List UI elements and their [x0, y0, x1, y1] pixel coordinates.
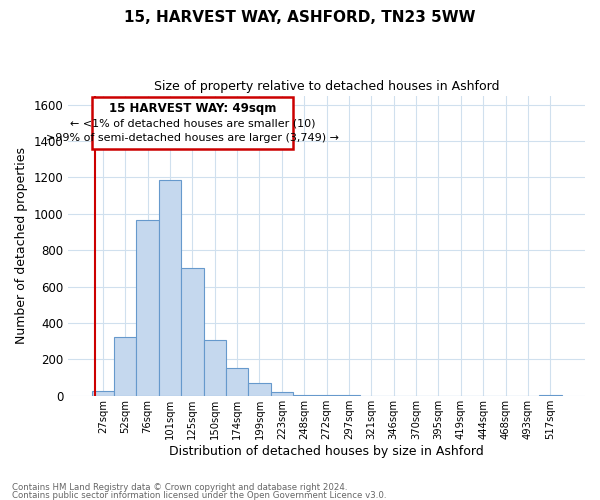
Bar — [203, 340, 226, 396]
Bar — [316, 395, 338, 396]
Text: 15, HARVEST WAY, ASHFORD, TN23 5WW: 15, HARVEST WAY, ASHFORD, TN23 5WW — [124, 10, 476, 25]
Text: Contains HM Land Registry data © Crown copyright and database right 2024.: Contains HM Land Registry data © Crown c… — [12, 484, 347, 492]
Bar — [293, 395, 316, 396]
Bar — [181, 268, 203, 396]
Text: 15 HARVEST WAY: 49sqm: 15 HARVEST WAY: 49sqm — [109, 102, 276, 116]
Bar — [159, 180, 181, 396]
Text: Contains public sector information licensed under the Open Government Licence v3: Contains public sector information licen… — [12, 490, 386, 500]
X-axis label: Distribution of detached houses by size in Ashford: Distribution of detached houses by size … — [169, 444, 484, 458]
Bar — [271, 392, 293, 396]
Bar — [136, 220, 159, 396]
Y-axis label: Number of detached properties: Number of detached properties — [15, 147, 28, 344]
Bar — [248, 383, 271, 396]
Bar — [226, 368, 248, 396]
Title: Size of property relative to detached houses in Ashford: Size of property relative to detached ho… — [154, 80, 499, 93]
Bar — [92, 391, 114, 396]
Bar — [92, 98, 293, 149]
Text: ← <1% of detached houses are smaller (10): ← <1% of detached houses are smaller (10… — [70, 118, 315, 128]
Bar — [539, 395, 562, 396]
Text: >99% of semi-detached houses are larger (3,749) →: >99% of semi-detached houses are larger … — [46, 133, 339, 143]
Bar — [114, 336, 136, 396]
